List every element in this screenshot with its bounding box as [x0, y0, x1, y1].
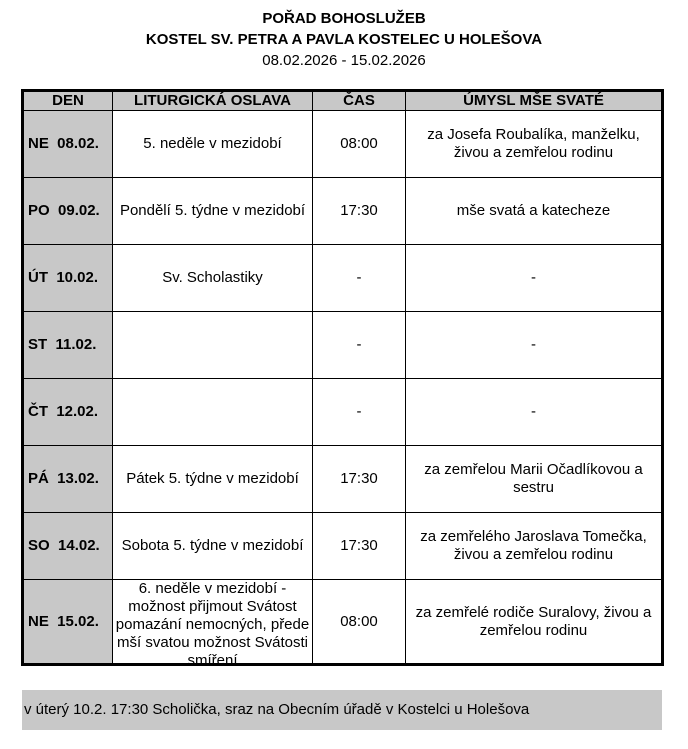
time-cell: 08:00	[312, 579, 406, 665]
celebration-cell: 5. neděle v mezidobí	[112, 110, 313, 178]
celebration-cell-text: Sobota 5. týdne v mezidobí	[121, 537, 304, 554]
celebration-cell-text: 5. neděle v mezidobí	[143, 135, 282, 152]
intention-cell: mše svatá a katecheze	[405, 177, 663, 245]
time-cell-text: 17:30	[340, 470, 378, 487]
schedule-table: DEN LITURGICKÁ OSLAVA ČAS ÚMYSL MŠE SVAT…	[21, 89, 664, 666]
day-cell: NE 15.02.	[22, 579, 113, 665]
table-row: ČT 12.02. - -	[22, 378, 663, 446]
time-cell-text: 08:00	[340, 612, 378, 630]
intention-cell-text: za Josefa Roubalíka, manželku, živou a z…	[427, 126, 640, 161]
time-cell-text: -	[356, 403, 362, 420]
time-cell-text: 17:30	[340, 537, 378, 554]
day-cell: ČT 12.02.	[22, 378, 113, 446]
table-row: PÁ 13.02. Pátek 5. týdne v mezidobí 17:30 z…	[22, 445, 663, 513]
date-range: 08.02.2026 - 15.02.2026	[262, 52, 426, 69]
day-cell-text: ČT 12.02.	[28, 403, 99, 420]
column-header-day: DEN	[22, 90, 113, 111]
intention-cell-text: za zemřelé rodiče Suralovy, živou a zemř…	[415, 603, 652, 639]
intention-cell-text: za zemřelého Jaroslava Tomečka, živou a …	[420, 528, 647, 563]
time-cell: 17:30	[312, 512, 406, 580]
intention-cell: za zemřelé rodiče Suralovy, živou a zemř…	[405, 579, 663, 665]
intention-cell-text: za zemřelou Marii Očadlíkovou a sestru	[424, 461, 643, 496]
celebration-cell: Sv. Scholastiky	[112, 244, 313, 312]
intention-cell: -	[405, 378, 663, 446]
intention-cell: za zemřelou Marii Očadlíkovou a sestru	[405, 445, 663, 513]
celebration-cell: Sobota 5. týdne v mezidobí	[112, 512, 313, 580]
time-cell: -	[312, 311, 406, 379]
column-header-celebration: LITURGICKÁ OSLAVA	[112, 90, 313, 111]
time-cell-text: -	[356, 336, 362, 353]
table-row: ÚT 10.02. Sv. Scholastiky - -	[22, 244, 663, 312]
intention-cell: za Josefa Roubalíka, manželku, živou a z…	[405, 110, 663, 178]
table-row: PO 09.02. Pondělí 5. týdne v mezidobí 17:3…	[22, 177, 663, 245]
intention-cell-text: mše svatá a katecheze	[456, 202, 611, 219]
time-cell-text: -	[356, 269, 362, 286]
column-header-time: ČAS	[312, 90, 406, 111]
day-cell-text: PÁ 13.02.	[28, 470, 99, 487]
celebration-cell-text: Pátek 5. týdne v mezidobí	[126, 470, 299, 487]
intention-cell-text: -	[531, 269, 536, 286]
announcement-note: v úterý 10.2. 17:30 Scholička, sraz na O…	[22, 690, 662, 730]
time-cell-text: 08:00	[340, 135, 378, 152]
table-row: SO 14.02. Sobota 5. týdne v mezidobí 17:30…	[22, 512, 663, 580]
page-title: POŘAD BOHOSLUŽEB	[262, 10, 426, 27]
celebration-cell-text: Sv. Scholastiky	[162, 269, 263, 286]
day-cell: ST 11.02.	[22, 311, 113, 379]
day-cell: SO 14.02.	[22, 512, 113, 580]
day-cell: PO 09.02.	[22, 177, 113, 245]
intention-cell: -	[405, 311, 663, 379]
table-row: NE 15.02. 6. neděle v mezidobí - možnost …	[22, 579, 663, 665]
time-cell: 08:00	[312, 110, 406, 178]
celebration-cell-text: 6. neděle v mezidobí - možnost přijmout …	[115, 580, 310, 664]
church-name: KOSTEL SV. PETRA A PAVLA KOSTELEC U HOLE…	[145, 31, 543, 48]
intention-cell-text: -	[531, 403, 536, 420]
celebration-cell: Pondělí 5. týdne v mezidobí	[112, 177, 313, 245]
day-cell-text: PO 09.02.	[28, 202, 100, 219]
celebration-cell	[112, 378, 313, 446]
time-cell-text: 17:30	[340, 202, 378, 219]
day-cell-text: NE 15.02.	[28, 612, 99, 630]
table-row: ST 11.02. - -	[22, 311, 663, 379]
time-cell: -	[312, 378, 406, 446]
time-cell: -	[312, 244, 406, 312]
intention-cell: -	[405, 244, 663, 312]
day-cell-text: SO 14.02.	[28, 537, 100, 554]
day-cell: NE 08.02.	[22, 110, 113, 178]
table-row: NE 08.02. 5. neděle v mezidobí 08:00 za Jos…	[22, 110, 663, 178]
celebration-cell-text: Pondělí 5. týdne v mezidobí	[119, 202, 306, 219]
day-cell-text: NE 08.02.	[28, 135, 99, 152]
day-cell: PÁ 13.02.	[22, 445, 113, 513]
intention-cell-text: -	[531, 336, 536, 353]
intention-cell: za zemřelého Jaroslava Tomečka, živou a …	[405, 512, 663, 580]
celebration-cell	[112, 311, 313, 379]
column-header-intention: ÚMYSL MŠE SVATÉ	[405, 90, 663, 111]
day-cell-text: ST 11.02.	[28, 336, 97, 353]
table-header-row: DEN LITURGICKÁ OSLAVA ČAS ÚMYSL MŠE SVAT…	[22, 90, 663, 111]
celebration-cell: 6. neděle v mezidobí - možnost přijmout …	[112, 579, 313, 665]
day-cell: ÚT 10.02.	[22, 244, 113, 312]
time-cell: 17:30	[312, 177, 406, 245]
time-cell: 17:30	[312, 445, 406, 513]
day-cell-text: ÚT 10.02.	[28, 269, 99, 286]
celebration-cell: Pátek 5. týdne v mezidobí	[112, 445, 313, 513]
